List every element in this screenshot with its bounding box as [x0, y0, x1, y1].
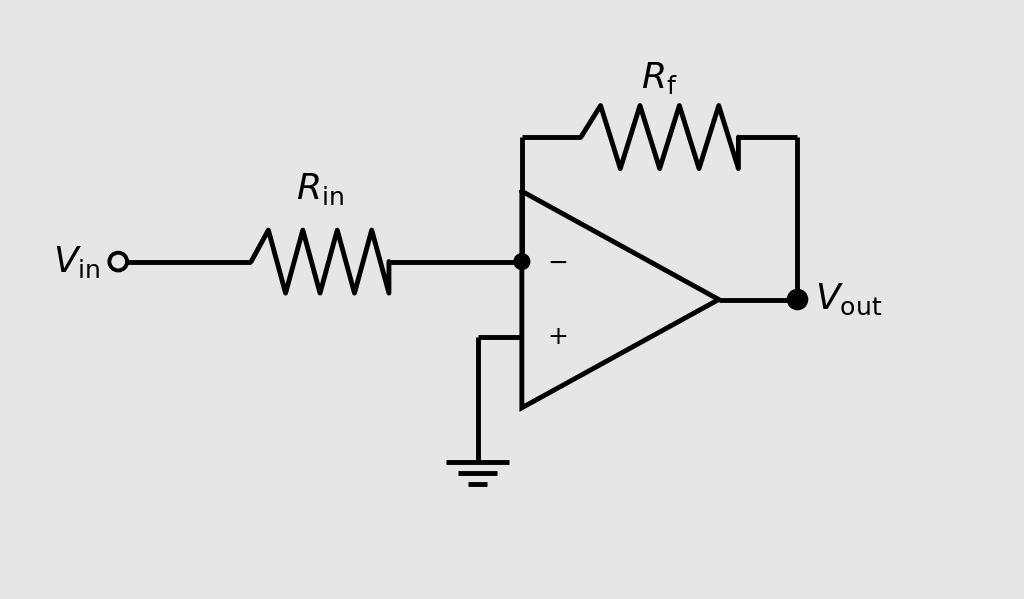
Text: $V_{\mathrm{in}}$: $V_{\mathrm{in}}$	[53, 244, 100, 280]
Text: $-$: $-$	[547, 250, 567, 274]
Text: $+$: $+$	[547, 325, 567, 349]
Text: $R_{\mathrm{f}}$: $R_{\mathrm{f}}$	[641, 60, 678, 96]
Text: $V_{\mathrm{out}}$: $V_{\mathrm{out}}$	[815, 282, 883, 317]
Circle shape	[790, 292, 805, 307]
Text: $R_{\mathrm{in}}$: $R_{\mathrm{in}}$	[296, 171, 344, 207]
Circle shape	[514, 254, 529, 270]
